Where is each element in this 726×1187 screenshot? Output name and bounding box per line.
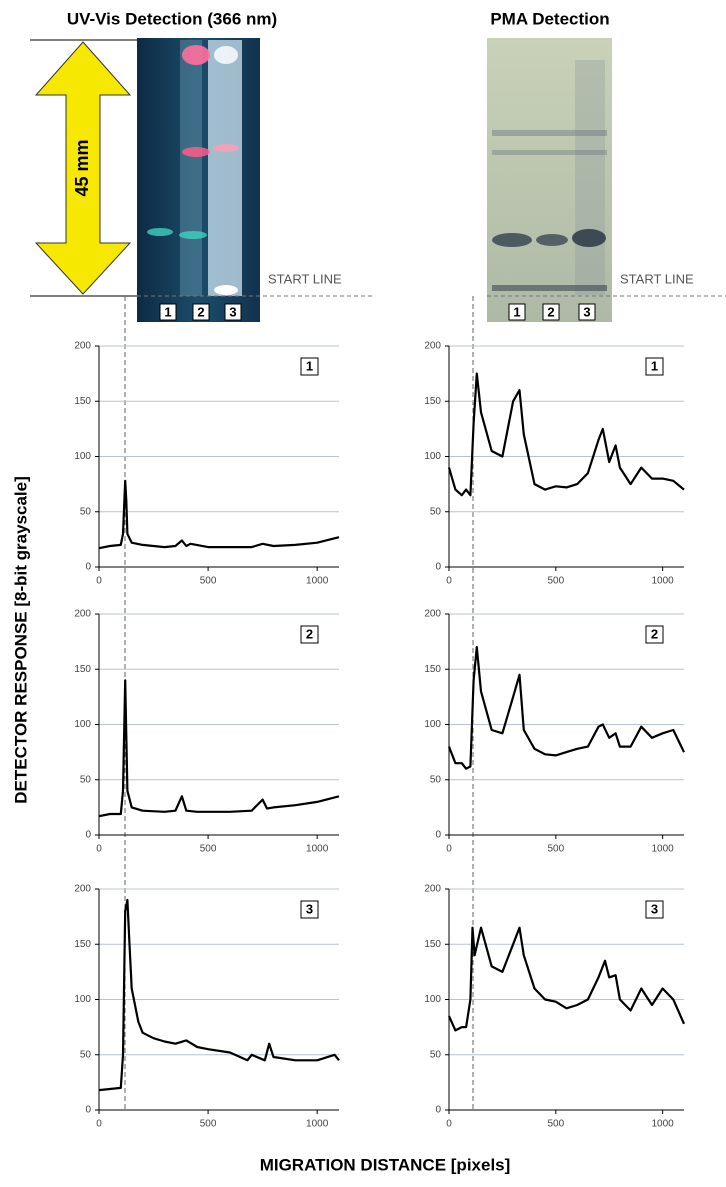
start-line-label: START LINE — [268, 271, 342, 286]
lane-label: 1 — [513, 304, 520, 319]
data-line — [449, 647, 684, 769]
x-tick-label: 0 — [96, 844, 102, 855]
scale-label: 45 mm — [72, 139, 92, 196]
x-tick-label: 500 — [200, 576, 217, 587]
x-tick-label: 500 — [547, 1119, 564, 1130]
lane-label: 3 — [229, 304, 236, 319]
data-line — [99, 900, 339, 1090]
x-tick-label: 500 — [547, 844, 564, 855]
y-axis-label: DETECTOR RESPONSE [8-bit grayscale] — [11, 476, 30, 804]
y-tick-label: 50 — [80, 506, 92, 517]
y-tick-label: 50 — [80, 1049, 92, 1060]
y-tick-label: 150 — [74, 396, 91, 407]
x-tick-label: 500 — [547, 576, 564, 587]
y-tick-label: 150 — [74, 664, 91, 675]
chart: 0 50 100 150 200 0 500 1000 1 — [74, 341, 339, 587]
y-tick-label: 50 — [80, 774, 92, 785]
x-tick-label: 0 — [446, 1119, 452, 1130]
y-tick-label: 200 — [424, 609, 441, 620]
y-tick-label: 0 — [435, 830, 441, 841]
lane-label: 2 — [197, 304, 204, 319]
panel-label: 1 — [651, 358, 658, 373]
data-line — [449, 374, 684, 496]
chart: 0 50 100 150 200 0 500 1000 3 — [74, 884, 339, 1130]
uv-title: UV-Vis Detection (366 nm) — [67, 9, 277, 28]
x-axis-label: MIGRATION DISTANCE [pixels] — [260, 1155, 511, 1174]
y-tick-label: 50 — [430, 1049, 442, 1060]
data-line — [99, 481, 339, 548]
panel-label: 2 — [651, 626, 658, 641]
y-tick-label: 150 — [424, 396, 441, 407]
x-tick-label: 1000 — [306, 576, 329, 587]
x-tick-label: 1000 — [652, 576, 675, 587]
lane-label: 1 — [164, 304, 171, 319]
y-tick-label: 0 — [85, 830, 91, 841]
pma-title: PMA Detection — [490, 9, 609, 28]
y-tick-label: 200 — [424, 341, 441, 352]
panel-label: 3 — [651, 901, 658, 916]
y-tick-label: 200 — [74, 884, 91, 895]
y-tick-label: 150 — [424, 664, 441, 675]
y-tick-label: 50 — [430, 774, 442, 785]
y-tick-label: 200 — [74, 609, 91, 620]
y-tick-label: 100 — [74, 451, 91, 462]
y-tick-label: 100 — [424, 719, 441, 730]
y-tick-label: 100 — [74, 719, 91, 730]
y-tick-label: 0 — [85, 562, 91, 573]
lane-label: 3 — [583, 304, 590, 319]
x-tick-label: 0 — [446, 576, 452, 587]
x-tick-label: 0 — [446, 844, 452, 855]
y-tick-label: 0 — [85, 1105, 91, 1116]
x-tick-label: 500 — [200, 844, 217, 855]
y-tick-label: 200 — [424, 884, 441, 895]
uv-plate — [137, 38, 260, 322]
y-tick-label: 100 — [424, 451, 441, 462]
x-tick-label: 1000 — [306, 844, 329, 855]
x-tick-label: 0 — [96, 576, 102, 587]
x-tick-label: 500 — [200, 1119, 217, 1130]
y-tick-label: 150 — [74, 939, 91, 950]
x-tick-label: 1000 — [306, 1119, 329, 1130]
panel-label: 2 — [306, 626, 313, 641]
data-line — [99, 680, 339, 816]
y-tick-label: 50 — [430, 506, 442, 517]
x-tick-label: 0 — [96, 1119, 102, 1130]
y-tick-label: 0 — [435, 562, 441, 573]
chart: 0 50 100 150 200 0 500 1000 1 — [424, 341, 684, 587]
y-tick-label: 200 — [74, 341, 91, 352]
panel-label: 1 — [306, 358, 313, 373]
lane-label: 2 — [547, 304, 554, 319]
data-line — [449, 928, 684, 1031]
chart: 0 50 100 150 200 0 500 1000 2 — [424, 609, 684, 855]
y-tick-label: 100 — [424, 994, 441, 1005]
chart: 0 50 100 150 200 0 500 1000 2 — [74, 609, 339, 855]
panel-label: 3 — [306, 901, 313, 916]
y-tick-label: 100 — [74, 994, 91, 1005]
x-tick-label: 1000 — [652, 1119, 675, 1130]
y-tick-label: 150 — [424, 939, 441, 950]
x-tick-label: 1000 — [652, 844, 675, 855]
figure: UV-Vis Detection (366 nm) PMA Detection … — [0, 0, 726, 1182]
y-tick-label: 0 — [435, 1105, 441, 1116]
chart: 0 50 100 150 200 0 500 1000 3 — [424, 884, 684, 1130]
start-line-label: START LINE — [620, 271, 694, 286]
pma-plate — [487, 38, 612, 322]
